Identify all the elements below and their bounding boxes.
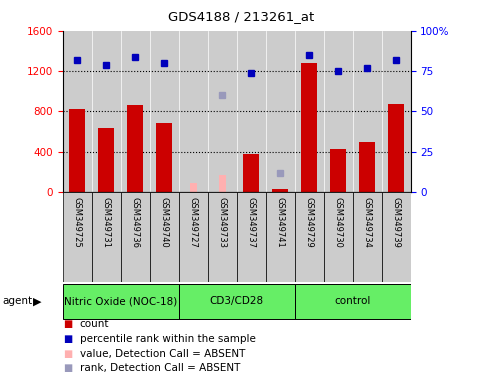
Text: value, Detection Call = ABSENT: value, Detection Call = ABSENT bbox=[80, 349, 245, 359]
Bar bbox=[208, 31, 237, 192]
Text: GDS4188 / 213261_at: GDS4188 / 213261_at bbox=[169, 10, 314, 23]
Text: GSM349733: GSM349733 bbox=[218, 197, 227, 248]
Text: control: control bbox=[334, 296, 371, 306]
Text: GSM349727: GSM349727 bbox=[189, 197, 198, 247]
Bar bbox=[295, 31, 324, 192]
Text: CD3/CD28: CD3/CD28 bbox=[210, 296, 264, 306]
Text: GSM349739: GSM349739 bbox=[392, 197, 400, 247]
Text: GSM349734: GSM349734 bbox=[363, 197, 371, 247]
Bar bbox=[324, 31, 353, 192]
Bar bbox=[382, 192, 411, 282]
Bar bbox=[150, 31, 179, 192]
Bar bbox=[295, 284, 411, 319]
Bar bbox=[359, 142, 375, 192]
Bar bbox=[237, 31, 266, 192]
Bar bbox=[150, 192, 179, 282]
Bar bbox=[295, 192, 324, 282]
Text: GSM349725: GSM349725 bbox=[73, 197, 82, 247]
Bar bbox=[330, 149, 346, 192]
Bar bbox=[324, 192, 353, 282]
Bar bbox=[266, 192, 295, 282]
Bar bbox=[301, 63, 317, 192]
Bar bbox=[179, 284, 295, 319]
Text: percentile rank within the sample: percentile rank within the sample bbox=[80, 334, 256, 344]
Text: GSM349741: GSM349741 bbox=[276, 197, 284, 247]
Bar bbox=[243, 154, 259, 192]
Text: Nitric Oxide (NOC-18): Nitric Oxide (NOC-18) bbox=[64, 296, 177, 306]
Bar bbox=[353, 192, 382, 282]
Text: rank, Detection Call = ABSENT: rank, Detection Call = ABSENT bbox=[80, 363, 240, 373]
Bar bbox=[156, 124, 172, 192]
Text: ▶: ▶ bbox=[33, 296, 42, 306]
Bar bbox=[70, 109, 85, 192]
Bar bbox=[272, 189, 288, 192]
Text: ■: ■ bbox=[63, 319, 72, 329]
Bar bbox=[121, 31, 150, 192]
Bar bbox=[128, 105, 143, 192]
Bar bbox=[63, 284, 179, 319]
Bar bbox=[63, 31, 92, 192]
Bar bbox=[219, 175, 226, 192]
Text: count: count bbox=[80, 319, 109, 329]
Text: GSM349729: GSM349729 bbox=[305, 197, 313, 247]
Bar bbox=[99, 129, 114, 192]
Text: GSM349730: GSM349730 bbox=[334, 197, 342, 247]
Bar bbox=[179, 192, 208, 282]
Bar bbox=[208, 192, 237, 282]
Bar bbox=[237, 192, 266, 282]
Bar bbox=[121, 192, 150, 282]
Bar bbox=[179, 31, 208, 192]
Text: GSM349736: GSM349736 bbox=[131, 197, 140, 248]
Bar bbox=[92, 31, 121, 192]
Bar bbox=[353, 31, 382, 192]
Bar bbox=[388, 104, 404, 192]
Text: GSM349731: GSM349731 bbox=[102, 197, 111, 247]
Bar bbox=[92, 192, 121, 282]
Bar bbox=[63, 192, 92, 282]
Bar bbox=[190, 183, 197, 192]
Text: ■: ■ bbox=[63, 349, 72, 359]
Bar bbox=[382, 31, 411, 192]
Text: ■: ■ bbox=[63, 334, 72, 344]
Text: GSM349737: GSM349737 bbox=[247, 197, 256, 248]
Bar bbox=[266, 31, 295, 192]
Text: GSM349740: GSM349740 bbox=[160, 197, 169, 247]
Text: agent: agent bbox=[2, 296, 32, 306]
Text: ■: ■ bbox=[63, 363, 72, 373]
